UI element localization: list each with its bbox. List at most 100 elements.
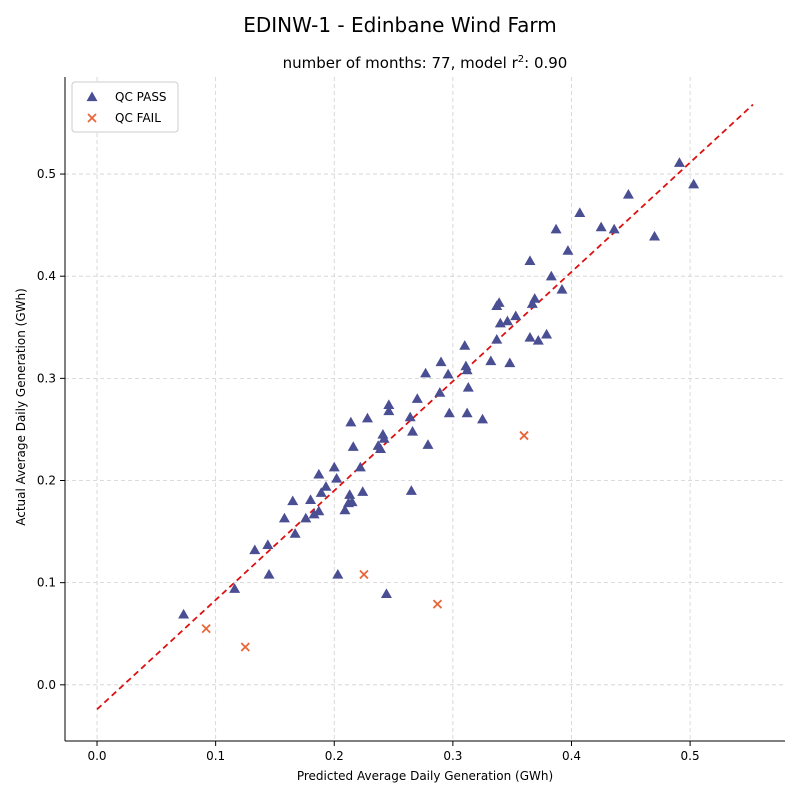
x-tick-label: 0.4 — [562, 749, 581, 763]
qc-fail-point-stroke — [432, 599, 443, 609]
qc-pass-point — [313, 468, 325, 479]
qc-pass-point — [315, 487, 327, 497]
qc-pass-point — [289, 528, 301, 538]
qc-pass-point — [524, 255, 536, 266]
qc-fail-point — [359, 569, 369, 580]
qc-pass-point — [442, 368, 454, 379]
legend-marker — [86, 91, 98, 102]
data-points — [178, 157, 700, 652]
qc-pass-point — [332, 568, 344, 579]
qc-pass-point — [673, 157, 685, 167]
y-tick-label: 0.1 — [37, 576, 56, 590]
y-tick-label: 0.2 — [37, 474, 56, 488]
qc-pass-point — [320, 481, 332, 491]
qc-fail-point — [519, 430, 529, 441]
qc-pass-point — [649, 230, 661, 241]
qc-pass-point — [229, 583, 241, 593]
qc-pass-point — [305, 494, 317, 505]
qc-pass-point — [407, 425, 419, 436]
qc-pass-point — [375, 443, 387, 453]
qc-pass-point — [380, 588, 392, 599]
qc-pass-point — [313, 505, 325, 516]
qc-pass-point — [328, 461, 340, 472]
qc-pass-point — [339, 504, 351, 515]
qc-pass-point — [404, 411, 416, 422]
qc-pass-point — [344, 489, 356, 499]
chart-title: EDINW-1 - Edinbane Wind Farm — [243, 13, 557, 37]
qc-pass-point — [595, 221, 607, 232]
x-tick-label: 0.5 — [681, 749, 700, 763]
y-tick-label: 0.5 — [37, 167, 56, 181]
qc-pass-point — [345, 416, 357, 427]
qc-pass-point — [550, 223, 562, 234]
qc-pass-point — [526, 298, 538, 308]
qc-pass-point — [378, 433, 390, 443]
qc-pass-point — [420, 367, 432, 378]
qc-fail-point-stroke — [519, 430, 529, 441]
x-axis-label: Predicted Average Daily Generation (GWh) — [297, 769, 553, 783]
qc-pass-point — [485, 355, 497, 366]
qc-fail-point-stroke — [359, 569, 369, 580]
qc-pass-point — [493, 297, 505, 307]
qc-pass-point — [529, 293, 541, 303]
qc-fail-point — [201, 623, 211, 634]
qc-pass-point — [461, 407, 473, 418]
grid — [65, 77, 785, 741]
subtitle-superscript: 2 — [518, 54, 524, 65]
qc-pass-point — [462, 382, 474, 392]
qc-pass-point — [357, 486, 369, 496]
qc-pass-point — [249, 544, 261, 555]
qc-pass-point — [178, 608, 190, 619]
qc-pass-point — [347, 441, 359, 451]
qc-pass-point — [346, 496, 358, 507]
qc-fail-point — [432, 599, 443, 609]
qc-pass-point — [574, 207, 586, 217]
qc-fail-point-stroke — [201, 623, 211, 634]
qc-pass-point — [300, 512, 312, 523]
legend-box — [71, 81, 179, 133]
legend-label: QC PASS — [115, 90, 167, 104]
qc-pass-point — [331, 472, 343, 483]
qc-pass-point — [622, 188, 634, 199]
qc-fail-point — [240, 642, 250, 652]
legend: QC PASS QC FAIL — [71, 81, 179, 133]
qc-pass-point — [477, 413, 489, 424]
qc-pass-point — [532, 335, 544, 345]
qc-pass-point — [562, 245, 574, 255]
qc-pass-point — [510, 310, 522, 321]
qc-pass-point — [278, 512, 290, 523]
y-tick-label: 0.4 — [37, 269, 56, 283]
qc-pass-point — [545, 270, 557, 281]
subtitle-main: number of months: 77, model r — [283, 54, 519, 72]
qc-pass-point — [405, 485, 417, 495]
qc-pass-point — [287, 495, 299, 506]
x-tick-label: 0.0 — [87, 749, 106, 763]
qc-pass-point — [556, 283, 568, 294]
qc-pass-point — [361, 412, 373, 423]
fit-line-group — [96, 103, 754, 710]
legend-items: QC PASS QC FAIL — [86, 90, 167, 125]
qc-pass-point — [262, 539, 274, 549]
qc-pass-point — [383, 405, 395, 416]
qc-pass-point — [688, 178, 700, 189]
qc-pass-point — [504, 357, 516, 368]
qc-pass-point — [461, 364, 473, 375]
qc-pass-point — [501, 315, 513, 326]
qc-pass-point — [443, 407, 455, 418]
qc-pass-point — [524, 331, 536, 342]
x-tick-label: 0.2 — [325, 749, 344, 763]
qc-pass-point — [491, 334, 503, 344]
qc-pass-point — [422, 439, 434, 449]
x-tick-label: 0.1 — [206, 749, 225, 763]
qc-fail-point-stroke — [240, 642, 250, 652]
axes: 0.0 0.1 0.2 0.3 0.4 0.5 0.0 0.1 0.2 0.3 0.4 0.5 — [37, 77, 785, 763]
qc-pass-point — [383, 399, 395, 410]
qc-pass-point — [435, 356, 447, 367]
qc-pass-point — [434, 387, 446, 397]
qc-pass-point — [459, 340, 471, 350]
qc-pass-point — [411, 393, 423, 403]
qc-pass-point — [308, 508, 320, 519]
subtitle-tail: : 0.90 — [524, 54, 567, 72]
legend-marker — [87, 113, 97, 123]
